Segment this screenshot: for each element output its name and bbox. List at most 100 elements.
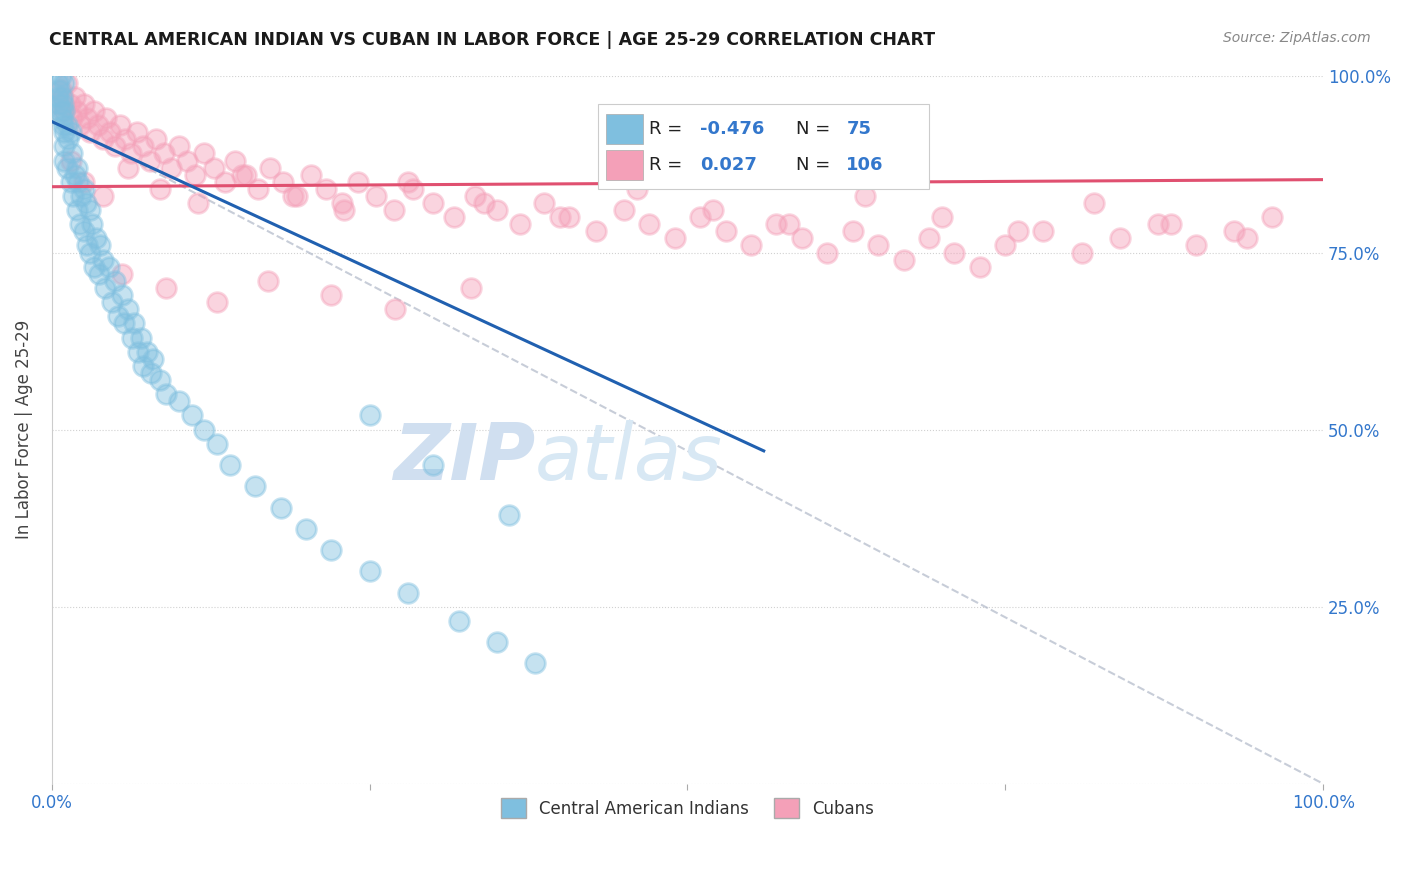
Point <box>107 310 129 324</box>
Point <box>359 564 381 578</box>
Point <box>1147 217 1170 231</box>
Point <box>70 189 93 203</box>
Point <box>96 111 118 125</box>
Point <box>740 238 762 252</box>
Point <box>72 182 94 196</box>
Text: R =: R = <box>650 120 689 137</box>
Point <box>91 252 114 267</box>
Point <box>271 175 294 189</box>
Point <box>187 196 209 211</box>
Point <box>994 238 1017 252</box>
Point <box>257 274 280 288</box>
Point <box>969 260 991 274</box>
Point <box>485 203 508 218</box>
Point <box>72 224 94 238</box>
Text: -0.476: -0.476 <box>700 120 765 137</box>
Point <box>46 76 69 90</box>
Point <box>396 175 419 189</box>
Legend: Central American Indians, Cubans: Central American Indians, Cubans <box>494 791 880 825</box>
Point <box>82 217 104 231</box>
Point <box>83 260 105 274</box>
Point <box>321 288 343 302</box>
Point <box>53 153 76 168</box>
Point <box>52 89 75 103</box>
Point <box>550 210 572 224</box>
Point <box>149 373 172 387</box>
Point <box>180 409 202 423</box>
Point <box>160 161 183 175</box>
Point <box>59 153 82 168</box>
Point <box>75 196 97 211</box>
Point <box>53 103 76 118</box>
Point <box>94 281 117 295</box>
Point <box>464 189 486 203</box>
Point <box>523 657 546 671</box>
Point <box>790 231 813 245</box>
Point <box>1160 217 1182 231</box>
Point <box>66 203 89 218</box>
Point <box>132 359 155 373</box>
Point <box>231 168 253 182</box>
Point <box>46 96 69 111</box>
Point <box>51 89 73 103</box>
Point <box>56 76 79 90</box>
Point <box>83 103 105 118</box>
Point <box>104 139 127 153</box>
Point <box>364 189 387 203</box>
Point <box>60 146 83 161</box>
Point <box>259 161 281 175</box>
Point <box>79 203 101 218</box>
Point <box>52 118 75 132</box>
Point <box>205 295 228 310</box>
Point <box>62 189 84 203</box>
Point <box>125 125 148 139</box>
Point <box>184 168 207 182</box>
Point <box>176 153 198 168</box>
Point <box>98 125 121 139</box>
Point <box>931 210 953 224</box>
Point <box>422 458 444 472</box>
Point <box>333 203 356 218</box>
Point <box>509 217 531 231</box>
Point <box>91 132 114 146</box>
Point <box>315 182 337 196</box>
Text: 75: 75 <box>846 120 872 137</box>
Point <box>299 168 322 182</box>
Point <box>121 330 143 344</box>
Point <box>58 132 80 146</box>
Point <box>127 344 149 359</box>
Point <box>841 224 863 238</box>
Point <box>138 153 160 168</box>
Point <box>533 196 555 211</box>
Point <box>918 231 941 245</box>
Point <box>152 146 174 161</box>
FancyBboxPatch shape <box>599 103 929 189</box>
Point <box>1223 224 1246 238</box>
Point <box>110 118 132 132</box>
Point <box>59 125 82 139</box>
Point <box>72 96 94 111</box>
Point <box>142 351 165 366</box>
Point <box>664 231 686 245</box>
Point <box>443 210 465 224</box>
Point <box>51 111 73 125</box>
Point <box>330 196 353 211</box>
Point <box>472 196 495 211</box>
Text: CENTRAL AMERICAN INDIAN VS CUBAN IN LABOR FORCE | AGE 25-29 CORRELATION CHART: CENTRAL AMERICAN INDIAN VS CUBAN IN LABO… <box>49 31 935 49</box>
Text: atlas: atlas <box>534 420 723 496</box>
Point <box>402 182 425 196</box>
Point <box>626 182 648 196</box>
Point <box>765 217 787 231</box>
Point <box>193 146 215 161</box>
Point <box>46 89 69 103</box>
Point <box>48 96 70 111</box>
Point <box>53 103 76 118</box>
Point <box>1261 210 1284 224</box>
Point <box>702 203 724 218</box>
Point <box>112 317 135 331</box>
Point <box>124 317 146 331</box>
Point <box>396 585 419 599</box>
Point <box>60 111 83 125</box>
Point <box>214 175 236 189</box>
Point <box>1070 245 1092 260</box>
